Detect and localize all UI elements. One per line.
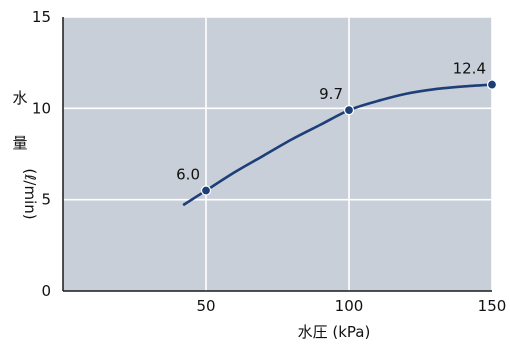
series-line <box>182 83 493 207</box>
x-tick-label: 50 <box>196 297 215 315</box>
x-tick-labels: 50 100 150 <box>196 297 506 315</box>
data-points <box>200 79 498 196</box>
data-label: 9.7 <box>319 85 343 103</box>
data-label: 12.4 <box>453 60 486 78</box>
y-label-char: 量 <box>12 134 27 152</box>
y-label-unit: (ℓ/min) <box>21 168 39 219</box>
grid-lines <box>63 16 493 291</box>
y-tick-label: 10 <box>32 99 51 117</box>
data-point <box>200 185 212 196</box>
y-tick-label: 15 <box>32 8 51 26</box>
y-label-char: 水 <box>12 89 27 107</box>
data-point <box>343 105 355 116</box>
y-tick-label: 0 <box>41 282 51 300</box>
data-labels: 6.0 9.7 12.4 <box>176 60 486 184</box>
x-axis-label: 水圧 (kPa) <box>298 323 371 341</box>
y-tick-label: 5 <box>41 191 51 209</box>
x-tick-label: 150 <box>478 297 507 315</box>
x-tick-label: 100 <box>335 297 364 315</box>
data-label: 6.0 <box>176 166 200 184</box>
axes <box>62 17 492 292</box>
y-axis-label: 水量 (ℓ/min) <box>12 89 39 220</box>
data-point <box>486 79 498 90</box>
plot-area <box>63 17 492 291</box>
y-tick-labels: 0 5 10 15 <box>32 8 51 300</box>
